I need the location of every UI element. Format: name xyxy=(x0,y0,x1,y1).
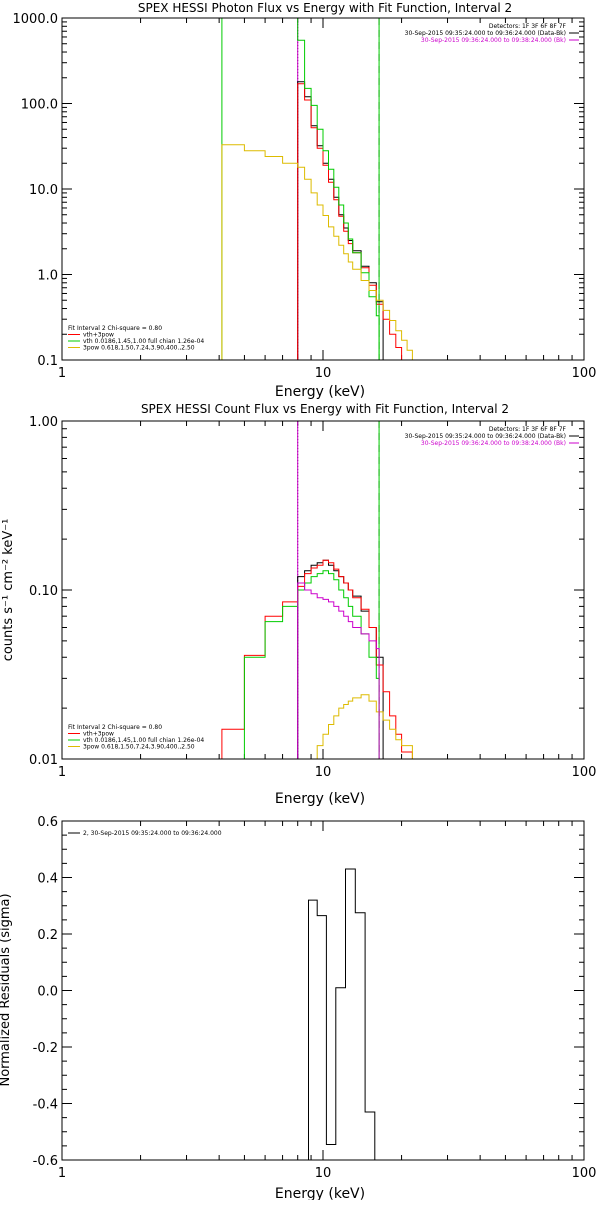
photon-plot-frame xyxy=(62,18,584,360)
photon-x-tick-label: 100 xyxy=(572,366,597,381)
photon-legend-3pow: 3pow 0.618,1.50,7.24,3.90,400.,2.50 xyxy=(83,345,195,352)
resid-x-tick-label: 10 xyxy=(315,1166,332,1181)
count-header-group: Detectors: 1F 3F 6F 8F 7F 30-Sep-2015 09… xyxy=(405,426,579,447)
photon-x-tick-label: 1 xyxy=(58,366,66,381)
photon-x-tick-label: 10 xyxy=(315,366,332,381)
resid-tick-group: 1 10 100 -0.6 -0.4 -0.2 0.0 0.2 0.4 0.6 xyxy=(33,815,597,1181)
photon-header-data-interval: 30-Sep-2015 09:35:24.000 to 09:36:24.000… xyxy=(405,30,566,37)
figure-svg: SPEX HESSI Photon Flux vs Energy with Fi… xyxy=(0,0,600,1200)
resid-x-axis-label: Energy (keV) xyxy=(275,1186,365,1200)
resid-series-2-30-sep-2015-09-35-24-000-to-09-36-24-000 xyxy=(298,869,385,1160)
count-series-vth xyxy=(222,571,379,759)
count-chart-title: SPEX HESSI Count Flux vs Energy with Fit… xyxy=(141,402,509,416)
count-y-axis-label: counts s⁻¹ cm⁻² keV⁻¹ xyxy=(1,519,16,662)
resid-legend-interval: 2, 30-Sep-2015 09:35:24.000 to 09:36:24.… xyxy=(83,830,222,837)
resid-y-tick-label: 0.0 xyxy=(37,985,58,1000)
count-series-3pow xyxy=(311,695,412,759)
count-y-tick-label: 0.01 xyxy=(29,753,58,768)
resid-y-tick-label: -0.6 xyxy=(33,1154,58,1169)
resid-series-group xyxy=(298,869,385,1160)
photon-header-group: Detectors: 1F 3F 6F 8F 7F 30-Sep-2015 09… xyxy=(405,23,579,44)
photon-y-tick-label: 100.0 xyxy=(21,98,58,113)
photon-header-detectors: Detectors: 1F 3F 6F 8F 7F xyxy=(489,23,567,30)
count-header-bk-interval: 30-Sep-2015 09:36:24.000 to 09:38:24.000… xyxy=(421,440,566,447)
resid-y-axis-label: Normalized Residuals (sigma) xyxy=(0,893,13,1086)
resid-x-tick-label: 100 xyxy=(572,1166,597,1181)
count-flux-panel: SPEX HESSI Count Flux vs Energy with Fit… xyxy=(1,402,596,807)
count-y-tick-label: 1.00 xyxy=(29,415,58,430)
photon-y-tick-label: 10.0 xyxy=(29,183,58,198)
count-plot-frame xyxy=(62,421,584,759)
photon-y-tick-label: 0.1 xyxy=(37,354,58,369)
photon-y-tick-label: 1000.0 xyxy=(13,12,59,27)
count-x-tick-label: 1 xyxy=(58,765,66,780)
figure: SPEX HESSI Photon Flux vs Energy with Fi… xyxy=(0,0,600,1200)
photon-series-data xyxy=(298,82,383,360)
photon-legend: Fit Interval 2 Chi-square = 0.80 vth+3po… xyxy=(68,325,204,352)
count-legend-3pow: 3pow 0.618,1.50,7.24,3.90,400.,2.50 xyxy=(83,744,195,751)
photon-header-bk-interval: 30-Sep-2015 09:36:24.000 to 09:38:24.000… xyxy=(421,37,566,44)
count-y-tick-label: 0.10 xyxy=(29,584,58,599)
photon-x-axis-label: Energy (keV) xyxy=(275,384,365,400)
resid-x-tick-label: 1 xyxy=(58,1166,66,1181)
count-header-detectors: Detectors: 1F 3F 6F 8F 7F xyxy=(489,426,567,433)
count-series-group xyxy=(222,560,413,759)
count-x-axis-label: Energy (keV) xyxy=(275,791,365,807)
resid-y-tick-label: 0.6 xyxy=(37,815,58,830)
resid-y-tick-label: 0.2 xyxy=(37,928,58,943)
resid-y-tick-label: -0.4 xyxy=(33,1098,58,1113)
resid-y-tick-label: 0.4 xyxy=(37,872,58,887)
count-header-data-interval: 30-Sep-2015 09:35:24.000 to 09:36:24.000… xyxy=(405,433,566,440)
resid-legend: 2, 30-Sep-2015 09:35:24.000 to 09:36:24.… xyxy=(68,830,222,837)
resid-y-tick-label: -0.2 xyxy=(33,1041,58,1056)
count-legend: Fit Interval 2 Chi-square = 0.80 vth+3po… xyxy=(68,724,204,751)
photon-flux-panel: SPEX HESSI Photon Flux vs Energy with Fi… xyxy=(13,1,597,400)
photon-series-3pow xyxy=(222,145,422,360)
photon-series-vth xyxy=(222,18,379,360)
resid-plot-frame xyxy=(62,821,584,1160)
residuals-panel: Energy (keV) Normalized Residuals (sigma… xyxy=(0,815,596,1200)
count-x-tick-label: 100 xyxy=(572,765,597,780)
photon-y-tick-label: 1.0 xyxy=(37,269,58,284)
count-x-tick-label: 10 xyxy=(315,765,332,780)
photon-chart-title: SPEX HESSI Photon Flux vs Energy with Fi… xyxy=(138,1,512,15)
photon-series-group xyxy=(222,18,422,360)
count-series-vth-3pow xyxy=(222,560,413,759)
